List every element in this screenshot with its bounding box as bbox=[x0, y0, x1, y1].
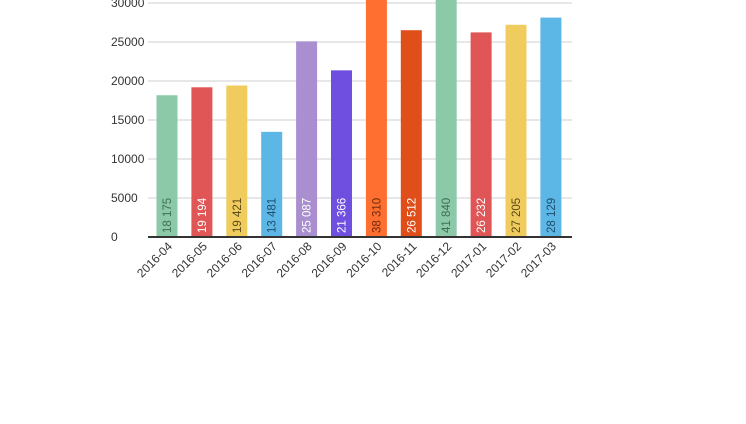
x-tick-label: 2016-07 bbox=[239, 239, 280, 280]
y-tick-label: 10000 bbox=[111, 152, 145, 166]
bar-2016-09 bbox=[331, 70, 352, 237]
y-tick-label: 5000 bbox=[111, 191, 138, 205]
x-tick-label: 2016-04 bbox=[134, 239, 175, 280]
value-label: 28 129 bbox=[546, 198, 558, 233]
x-tick-label: 2017-01 bbox=[448, 239, 489, 280]
bar-2016-04 bbox=[156, 95, 178, 237]
x-tick-label: 2016-05 bbox=[169, 239, 210, 280]
bar-2017-01 bbox=[470, 32, 492, 237]
value-label: 38 310 bbox=[371, 198, 383, 233]
value-labels: 18 175 19 194 19 421 13 481 25 087 21 366 38 3… bbox=[162, 197, 558, 233]
bar-2016-08 bbox=[296, 41, 318, 237]
bars bbox=[156, 0, 562, 237]
y-tick-label: 20000 bbox=[111, 74, 145, 88]
bar-2016-05 bbox=[191, 87, 213, 237]
bar-2016-11 bbox=[400, 30, 422, 237]
value-label: 27 205 bbox=[511, 198, 523, 233]
x-tick-label: 2017-03 bbox=[518, 239, 559, 280]
x-tick-label: 2016-12 bbox=[413, 239, 454, 280]
x-tick-label: 2016-08 bbox=[274, 239, 315, 280]
value-label: 13 481 bbox=[267, 198, 279, 233]
y-axis-tick-labels: 0 5000 10000 15000 20000 25000 30000 bbox=[111, 0, 145, 244]
x-tick-label: 2016-11 bbox=[379, 239, 420, 280]
bar-2017-02 bbox=[505, 24, 527, 237]
x-tick-label: 2016-09 bbox=[309, 239, 350, 280]
bar-2016-06 bbox=[226, 85, 248, 237]
value-label: 41 840 bbox=[441, 198, 453, 233]
bar-2016-07 bbox=[261, 131, 283, 237]
x-axis-tick-labels: 2016-042016-052016-062016-072016-082016-… bbox=[134, 239, 559, 280]
grid-lines bbox=[148, 2, 572, 199]
y-tick-label: 0 bbox=[111, 230, 118, 244]
x-tick-label: 2016-10 bbox=[343, 239, 384, 280]
y-tick-label: 25000 bbox=[111, 35, 145, 49]
y-tick-label: 30000 bbox=[111, 0, 145, 10]
bar-2017-03 bbox=[540, 17, 562, 237]
value-label: 19 194 bbox=[197, 197, 209, 233]
value-label: 18 175 bbox=[162, 198, 174, 233]
x-tick-label: 2016-06 bbox=[204, 239, 245, 280]
y-tick-label: 15000 bbox=[111, 113, 145, 127]
value-label: 21 366 bbox=[337, 198, 349, 233]
value-label: 25 087 bbox=[302, 198, 314, 233]
x-tick-label: 2017-02 bbox=[483, 239, 524, 280]
value-label: 26 512 bbox=[406, 198, 418, 233]
value-label: 26 232 bbox=[476, 198, 488, 233]
value-label: 19 421 bbox=[232, 198, 244, 233]
bar-2016-12 bbox=[435, 0, 457, 237]
bar-2016-10 bbox=[365, 0, 387, 237]
